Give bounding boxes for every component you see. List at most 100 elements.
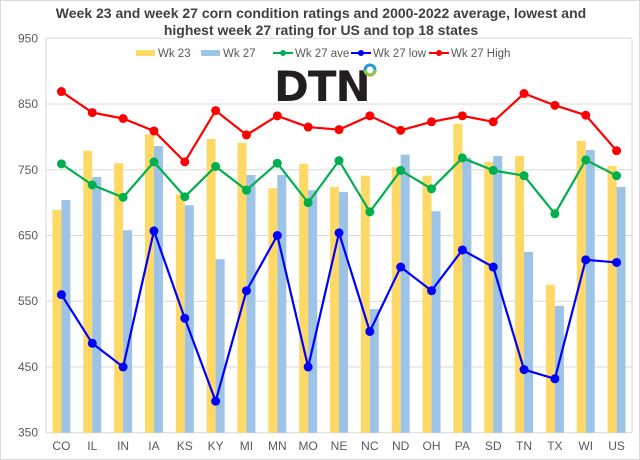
bar-wk-27 — [246, 175, 256, 433]
point-wk-27-high — [118, 113, 128, 123]
x-tick-label: IA — [148, 439, 159, 453]
bar-wk-23 — [576, 140, 586, 433]
bar-wk-27 — [524, 251, 534, 433]
bar-wk-23 — [484, 161, 494, 433]
point-wk-27-ave — [427, 184, 437, 194]
point-wk-27-low — [149, 226, 159, 236]
point-wk-27-ave — [550, 209, 560, 219]
point-wk-27-ave — [87, 180, 97, 190]
x-tick-label: ND — [392, 439, 410, 453]
bar-wk-23 — [114, 163, 124, 433]
bar-wk-27 — [554, 305, 564, 433]
point-wk-27-ave — [272, 158, 282, 168]
legend-label: Wk 23 — [158, 48, 191, 60]
bar-wk-27 — [431, 211, 441, 433]
point-wk-27-high — [303, 122, 313, 132]
bar-wk-27 — [400, 154, 410, 433]
legend-label: Wk 27 — [223, 48, 256, 60]
point-wk-27-low — [581, 255, 591, 265]
x-tick-label: NC — [361, 439, 379, 453]
point-wk-27-high — [149, 126, 159, 136]
legend-swatch — [201, 50, 220, 56]
point-wk-27-ave — [241, 185, 251, 195]
bar-wk-23 — [515, 155, 525, 433]
point-wk-27-high — [581, 110, 591, 120]
point-wk-27-high — [241, 130, 251, 140]
bar-wk-23 — [206, 138, 216, 433]
point-wk-27-low — [303, 362, 313, 372]
y-tick-label: 850 — [18, 97, 38, 111]
point-wk-27-ave — [118, 192, 128, 202]
x-tick-label: US — [608, 439, 625, 453]
bar-wk-23 — [268, 188, 278, 433]
legend-label: Wk 27 High — [451, 48, 510, 60]
chart-title-line-1: Week 23 and week 27 corn condition ratin… — [55, 5, 587, 21]
y-tick-label: 950 — [18, 31, 38, 45]
bar-wk-27 — [215, 259, 225, 433]
point-wk-27-low — [272, 231, 282, 240]
x-tick-label: MN — [268, 439, 287, 453]
bar-wk-23 — [175, 194, 185, 433]
legend-swatch — [136, 50, 155, 56]
point-wk-27-ave — [396, 165, 406, 175]
x-tick-label: NE — [331, 439, 348, 453]
point-wk-27-low — [87, 338, 97, 348]
point-wk-27-high — [211, 106, 221, 116]
y-tick-label: 350 — [18, 426, 38, 440]
point-wk-27-high — [272, 111, 282, 121]
bar-wk-27 — [616, 186, 626, 433]
point-wk-27-low — [396, 262, 406, 272]
point-wk-27-low — [550, 374, 560, 384]
point-wk-27-low — [180, 313, 190, 323]
x-tick-label: PA — [455, 439, 470, 453]
point-wk-27-high — [56, 87, 66, 97]
point-wk-27-low — [488, 262, 498, 272]
x-tick-label: WI — [578, 439, 593, 453]
bar-wk-23 — [360, 175, 370, 433]
point-wk-27-low — [612, 257, 622, 267]
x-tick-label: CO — [52, 439, 70, 453]
bar-wk-23 — [237, 142, 247, 433]
bar-wk-27 — [92, 176, 102, 433]
point-wk-27-high — [334, 125, 344, 135]
dtn-logo: DTN — [274, 62, 370, 111]
legend-label: Wk 27 low — [373, 48, 427, 60]
point-wk-27-low — [118, 362, 128, 372]
bar-wk-27 — [277, 175, 287, 433]
point-wk-27-ave — [612, 171, 622, 181]
bar-wk-23 — [330, 186, 339, 433]
bar-wk-27 — [339, 192, 348, 433]
x-tick-label: MI — [240, 439, 253, 453]
point-wk-27-ave — [56, 159, 66, 169]
bar-wk-23 — [391, 167, 401, 433]
x-tick-label: IL — [87, 439, 97, 453]
bar-wk-27 — [61, 200, 71, 433]
point-wk-27-high — [457, 111, 467, 121]
legend-marker — [280, 50, 286, 56]
point-wk-27-high — [365, 111, 375, 121]
bar-wk-23 — [299, 163, 309, 433]
bar-wk-27 — [462, 157, 472, 433]
point-wk-27-high — [488, 117, 498, 127]
bar-wk-27 — [369, 309, 379, 433]
y-tick-label: 450 — [18, 360, 38, 374]
legend-marker — [358, 50, 364, 56]
bar-wk-27 — [308, 190, 318, 433]
point-wk-27-ave — [149, 157, 159, 167]
point-wk-27-ave — [334, 156, 344, 166]
x-tick-label: MO — [298, 439, 317, 453]
point-wk-27-high — [396, 125, 406, 135]
x-tick-label: KY — [208, 439, 224, 453]
bar-wk-27 — [585, 150, 595, 433]
bar-wk-23 — [607, 165, 617, 433]
point-wk-27-ave — [519, 171, 529, 181]
point-wk-27-low — [56, 290, 66, 300]
legend-label: Wk 27 ave — [295, 48, 349, 60]
bar-wk-27 — [153, 146, 163, 433]
point-wk-27-low — [365, 326, 375, 336]
chart-title: Week 23 and week 27 corn condition ratin… — [1, 5, 639, 39]
point-wk-27-ave — [180, 192, 190, 202]
chart-title-line-2: highest week 27 rating for US and top 18… — [163, 22, 479, 38]
